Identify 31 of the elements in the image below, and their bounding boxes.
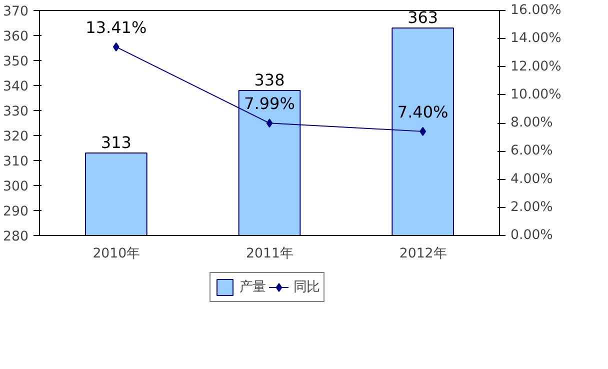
data-label: 338 xyxy=(254,70,285,90)
y2-tick-label: 6.00% xyxy=(510,144,553,159)
y-tick-label: 350 xyxy=(3,54,29,70)
y-tick-label: 300 xyxy=(3,180,29,194)
y2-tick-label: 2.00% xyxy=(510,200,553,215)
y-tick-label: 290 xyxy=(3,204,29,220)
x-tick-label: 2010年 xyxy=(92,246,140,262)
data-label: 7.99% xyxy=(244,94,295,114)
y-tick-label: 370 xyxy=(3,4,29,20)
y-tick-label: 340 xyxy=(3,80,29,94)
y2-tick-label: 8.00% xyxy=(510,116,553,130)
y-tick-label: 280 xyxy=(3,230,29,244)
y2-tick-label: 12.00% xyxy=(510,59,562,74)
data-label: 13.41% xyxy=(86,18,147,37)
y2-tick-label: 4.00% xyxy=(510,172,553,187)
y-tick-label: 330 xyxy=(3,104,29,120)
data-label: 363 xyxy=(408,8,438,27)
y2-tick-label: 16.00% xyxy=(510,3,562,18)
legend-label: 产量 xyxy=(240,278,266,296)
y2-tick-label: 14.00% xyxy=(510,31,562,46)
y-tick-label: 310 xyxy=(3,154,29,170)
x-tick-label: 2012年 xyxy=(399,246,446,262)
y-tick-label: 360 xyxy=(3,30,29,44)
x-tick-label: 2011年 xyxy=(246,246,293,262)
data-label: 7.40% xyxy=(397,102,448,122)
y2-tick-label: 10.00% xyxy=(510,87,562,102)
y2-tick-label: 0.00% xyxy=(510,228,553,243)
legend-label: 同比 xyxy=(294,278,320,296)
data-label: 313 xyxy=(100,133,132,152)
point xyxy=(266,118,273,128)
y-tick-label: 320 xyxy=(3,130,29,144)
